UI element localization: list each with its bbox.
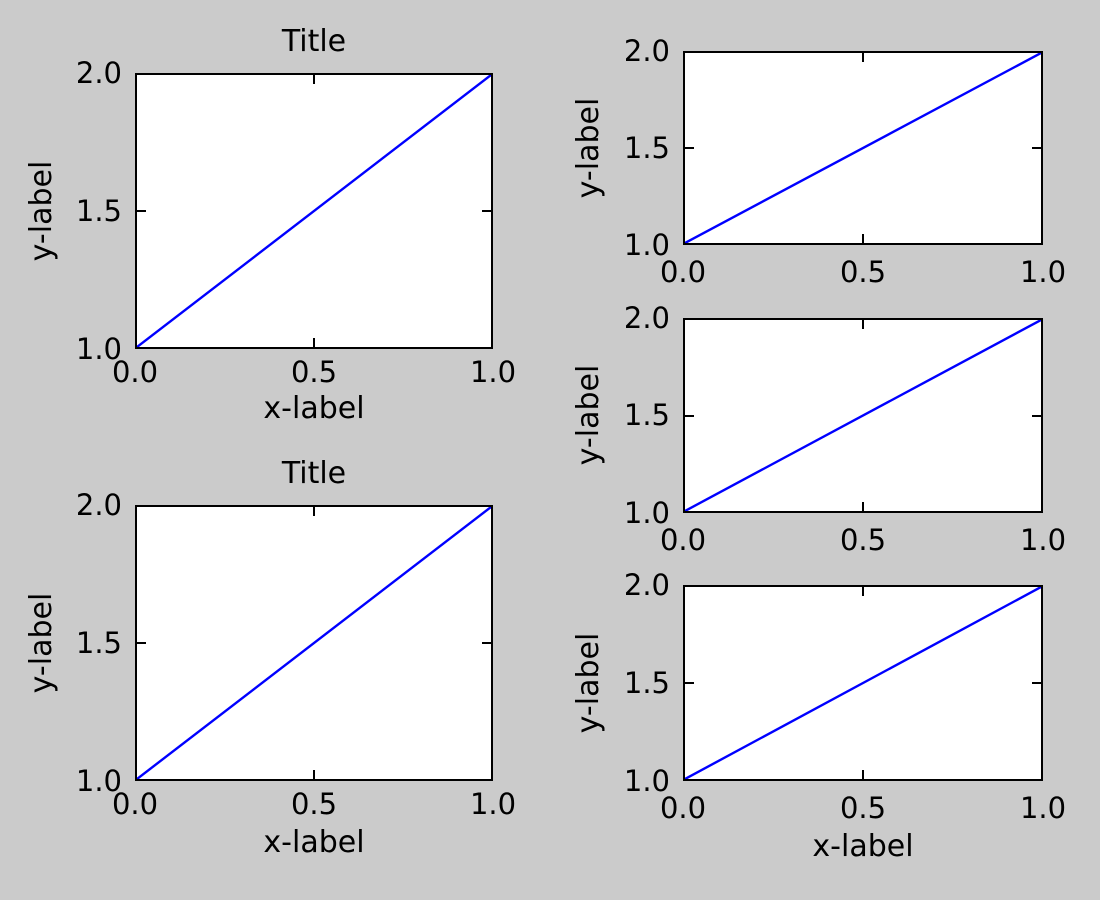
x-tick-label: 1.0	[1019, 255, 1067, 289]
x-tick-label: 1.0	[469, 355, 517, 389]
x-tick-label: 0.5	[839, 791, 887, 825]
y-tick-label: 2.0	[623, 568, 670, 602]
y-tick-label: 1.5	[75, 626, 122, 660]
y-tick-label: 1.5	[75, 194, 122, 228]
x-tick-label: 0.5	[290, 787, 338, 821]
axes-frame	[683, 51, 1043, 245]
x-tick-label: 0.0	[659, 791, 707, 825]
tick-mark-left	[685, 682, 694, 684]
tick-mark-top	[313, 75, 315, 84]
tick-mark-right	[482, 642, 491, 644]
tick-mark-top	[862, 587, 864, 596]
y-tick-label: 2.0	[75, 56, 122, 90]
tick-mark-bottom	[862, 502, 864, 511]
y-tick-label: 1.0	[75, 332, 122, 366]
y-tick-label: 1.0	[623, 228, 670, 262]
x-tick-label: 0.5	[839, 523, 887, 557]
x-tick-label: 1.0	[469, 787, 517, 821]
data-line	[137, 507, 491, 779]
x-tick-label: 0.0	[659, 255, 707, 289]
y-tick-label: 1.5	[623, 666, 670, 700]
x-tick-label: 1.0	[1019, 791, 1067, 825]
tick-mark-bottom	[862, 770, 864, 779]
x-tick-label: 0.0	[659, 523, 707, 557]
tick-mark-bottom	[862, 234, 864, 243]
axes-frame	[683, 585, 1043, 781]
data-line	[137, 75, 491, 347]
tick-mark-top	[313, 507, 315, 516]
tick-mark-right	[1032, 682, 1041, 684]
y-tick-label: 1.0	[75, 764, 122, 798]
y-tick-label: 1.0	[623, 764, 670, 798]
tick-mark-bottom	[313, 770, 315, 779]
data-line	[685, 587, 1041, 779]
tick-mark-right	[482, 210, 491, 212]
tick-mark-left	[137, 642, 146, 644]
y-tick-label: 2.0	[75, 488, 122, 522]
tick-mark-right	[1032, 414, 1041, 417]
plot-title: Title	[281, 24, 347, 59]
tick-mark-top	[862, 320, 864, 329]
x-tick-label: 0.5	[839, 255, 887, 289]
x-tick-label: 0.0	[111, 787, 159, 821]
y-tick-label: 1.5	[623, 131, 670, 165]
tick-mark-left	[685, 147, 694, 149]
data-line	[685, 53, 1041, 243]
x-axis-label: x-label	[812, 829, 914, 864]
x-axis-label: x-label	[263, 825, 365, 860]
y-tick-label: 1.5	[623, 398, 670, 432]
x-axis-label: x-label	[263, 391, 365, 426]
x-tick-label: 0.0	[111, 355, 159, 389]
tick-mark-bottom	[313, 338, 315, 347]
tick-mark-left	[137, 210, 146, 212]
y-tick-label: 1.0	[623, 496, 670, 530]
x-tick-label: 1.0	[1019, 523, 1067, 557]
tick-mark-right	[1032, 147, 1041, 149]
tick-mark-top	[862, 53, 864, 62]
plot-title: Title	[281, 456, 347, 491]
y-tick-label: 2.0	[623, 301, 670, 335]
tick-mark-left	[685, 414, 694, 417]
axes-frame	[135, 505, 493, 781]
y-tick-label: 2.0	[623, 34, 670, 68]
axes-frame	[135, 73, 493, 349]
data-line	[685, 320, 1041, 511]
x-tick-label: 0.5	[290, 355, 338, 389]
axes-frame	[683, 318, 1043, 513]
